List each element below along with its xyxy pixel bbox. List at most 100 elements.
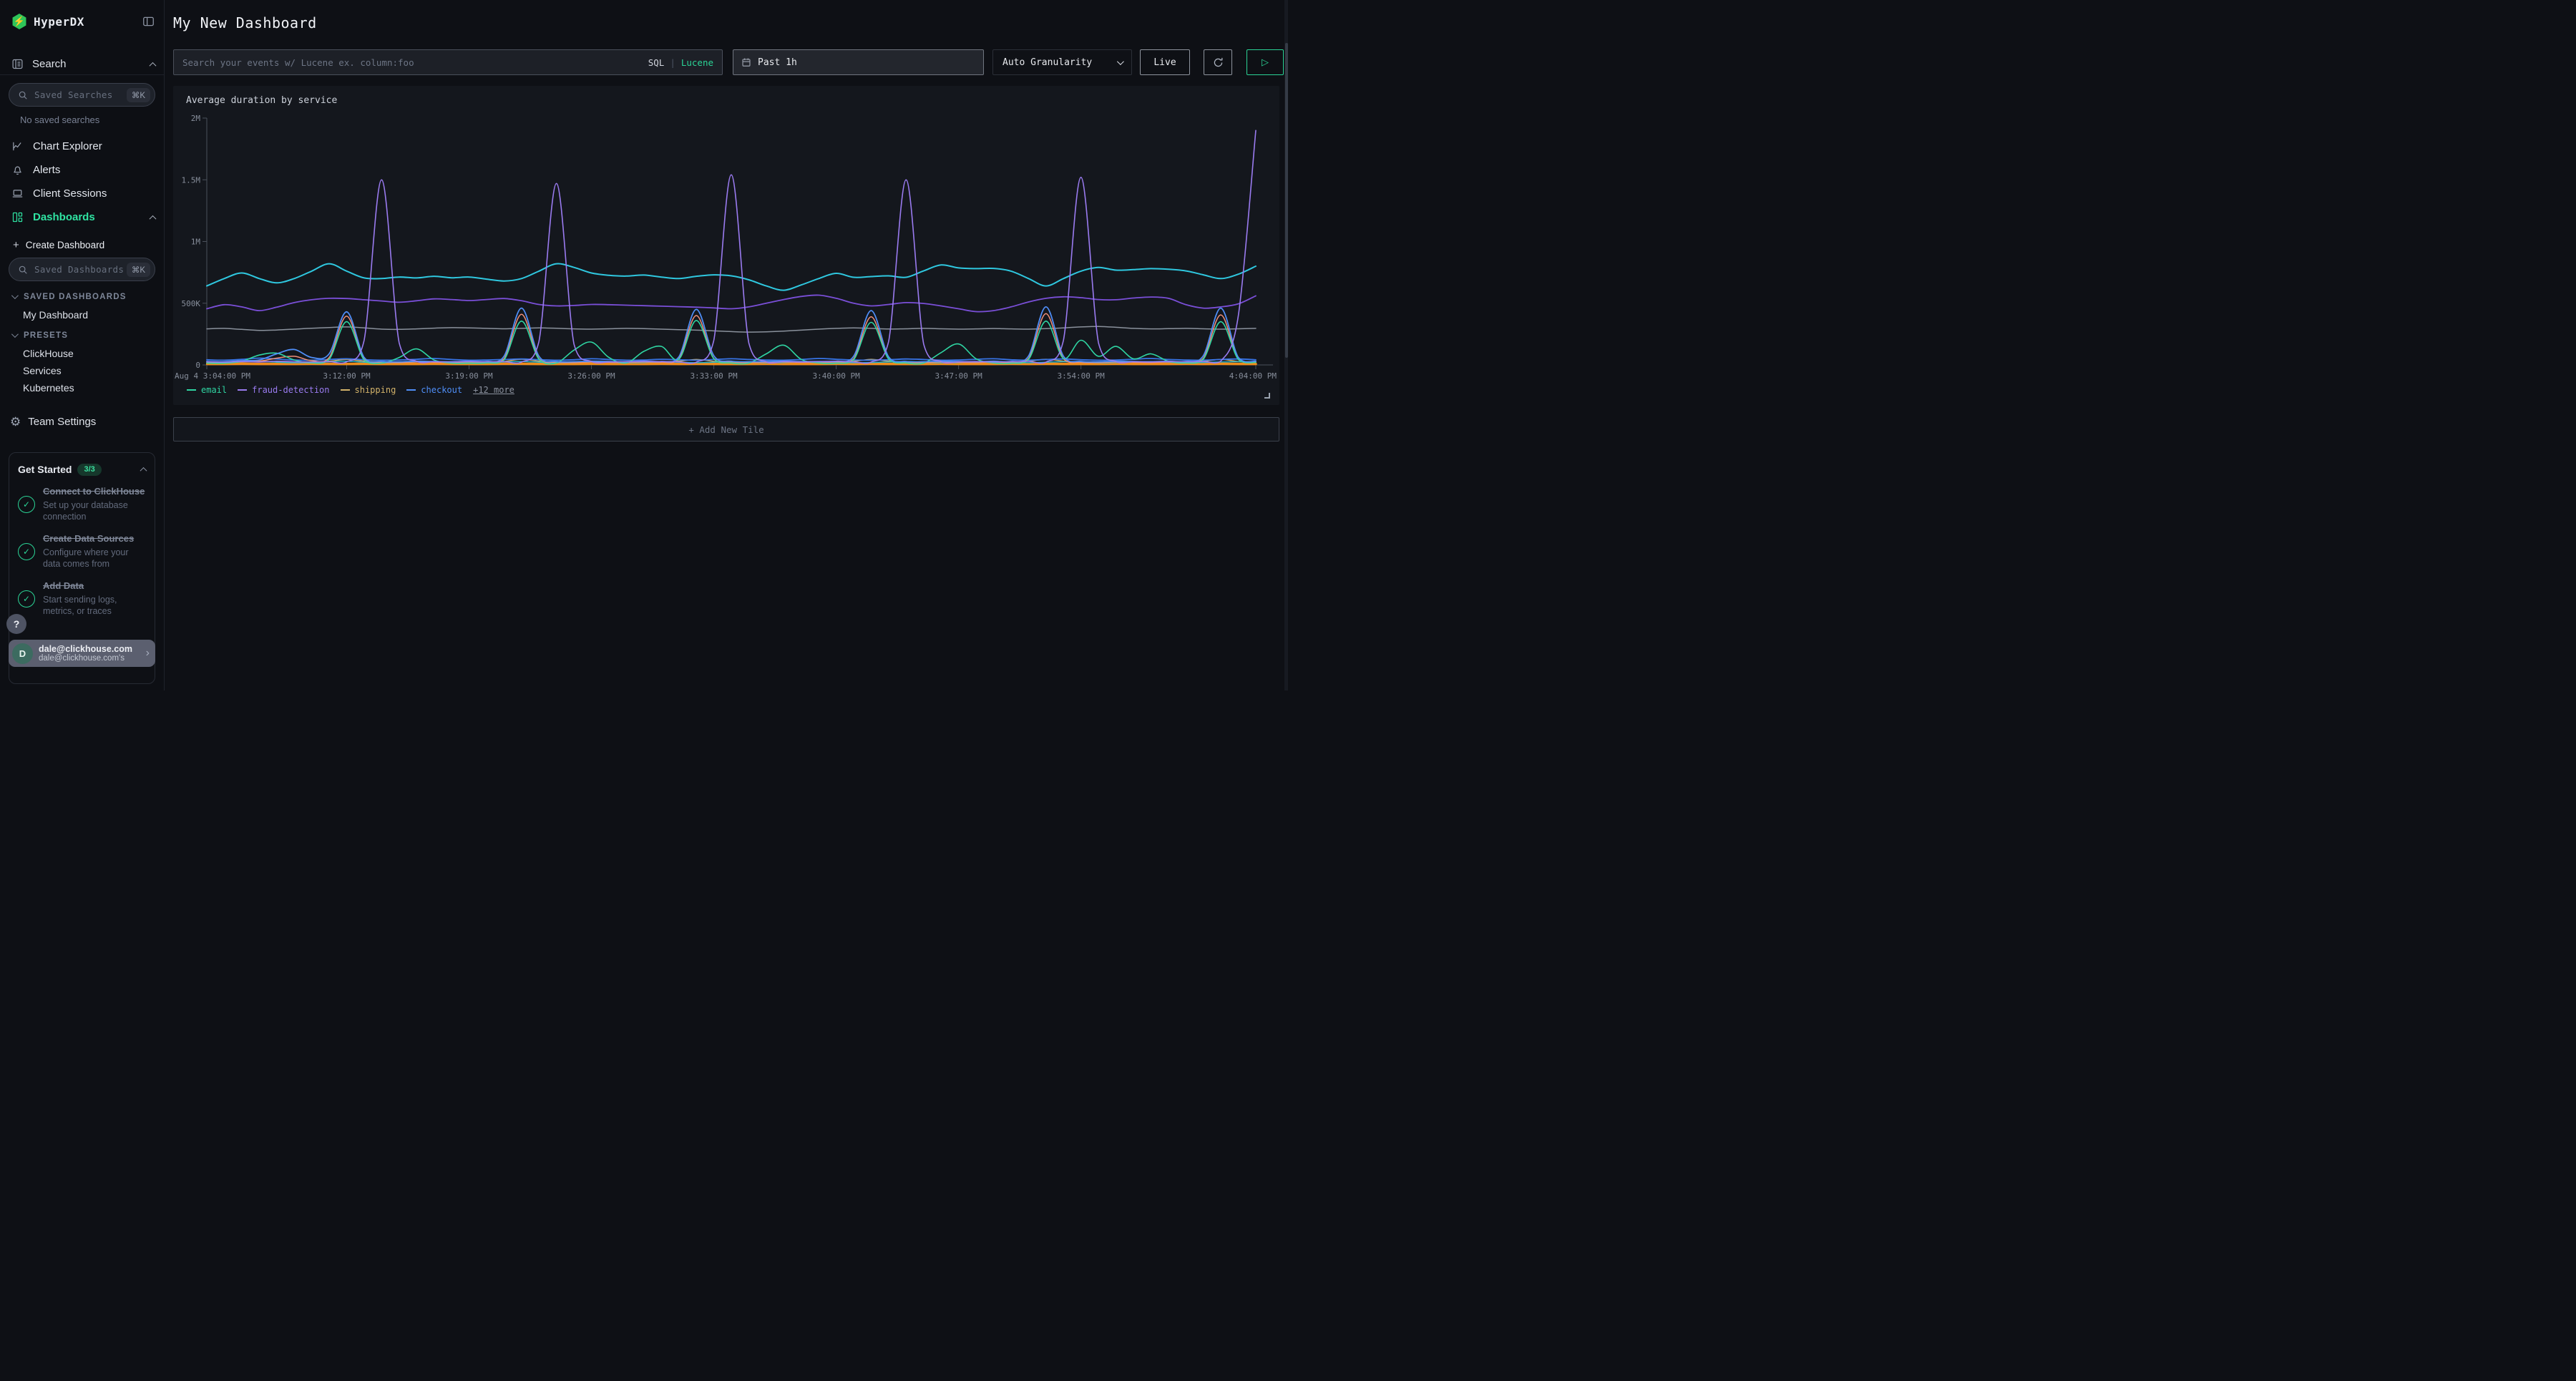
preset-kubernetes[interactable]: Kubernetes <box>23 382 74 394</box>
shortcut-badge: ⌘K <box>126 87 150 102</box>
plus-icon: + <box>13 238 19 251</box>
tile-resize-handle[interactable] <box>1264 393 1270 399</box>
sidebar-item-client-sessions[interactable]: Client Sessions <box>0 182 164 205</box>
dashboard-controls: Search your events w/ Lucene ex. column:… <box>173 49 1284 75</box>
get-started-header[interactable]: Get Started 3/3 <box>18 463 147 476</box>
svg-text:3:40:00 PM: 3:40:00 PM <box>812 371 860 381</box>
hyperdx-logo-icon: ⚡ <box>12 14 26 29</box>
get-started-item-title: Connect to ClickHouse <box>43 486 145 497</box>
query-language-toggle: SQL | Lucene <box>648 57 713 68</box>
run-query-button[interactable]: ▷ <box>1246 49 1284 75</box>
get-started-item-title: Add Data <box>43 580 84 591</box>
svg-text:1.5M: 1.5M <box>182 175 201 185</box>
chevron-up-icon[interactable] <box>149 58 157 70</box>
avatar: D <box>12 643 33 664</box>
legend-item-shipping[interactable]: shipping <box>340 385 396 395</box>
check-circle-icon: ✓ <box>18 495 35 513</box>
sidebar-item-alerts[interactable]: Alerts <box>0 158 164 182</box>
lucene-toggle[interactable]: Lucene <box>680 57 713 68</box>
legend-item-fraud-detection[interactable]: fraud-detection <box>238 385 330 395</box>
user-menu[interactable]: D dale@clickhouse.com dale@clickhouse.co… <box>9 640 155 667</box>
search-icon <box>18 265 28 275</box>
legend-more-link[interactable]: +12 more <box>473 385 514 395</box>
user-subtext: dale@clickhouse.com's <box>39 654 125 663</box>
nav-label: Client Sessions <box>33 187 107 200</box>
saved-searches-placeholder: Saved Searches <box>34 89 113 100</box>
time-range-picker[interactable]: Past 1h <box>733 49 984 75</box>
sidebar-nav: Chart Explorer Alerts Client Sessions Dashb… <box>0 135 164 229</box>
search-icon <box>18 90 28 100</box>
sidebar: ⚡ HyperDX Search Saved Searches ⌘K No sa… <box>0 0 165 690</box>
nav-label: Alerts <box>33 164 61 176</box>
saved-searches-input[interactable]: Saved Searches ⌘K <box>9 83 155 107</box>
svg-text:0: 0 <box>195 361 200 370</box>
svg-text:4:04:00 PM: 4:04:00 PM <box>1229 371 1277 381</box>
main-content: My New Dashboard Search your events w/ L… <box>165 0 1288 690</box>
svg-text:2M: 2M <box>191 114 201 123</box>
svg-text:3:54:00 PM: 3:54:00 PM <box>1058 371 1106 381</box>
calendar-icon <box>741 57 751 67</box>
gear-icon: ⚙ <box>10 414 21 429</box>
scrollbar-thumb[interactable] <box>1284 43 1288 358</box>
refresh-icon <box>1214 57 1222 67</box>
legend-item-email[interactable]: email <box>187 385 227 395</box>
create-dashboard-button[interactable]: + Create Dashboard <box>0 236 164 253</box>
legend-label: shipping <box>354 385 396 395</box>
divider <box>0 74 164 75</box>
help-button[interactable]: ? <box>6 614 26 634</box>
no-saved-searches-text: No saved searches <box>20 114 100 125</box>
saved-dashboards-input[interactable]: Saved Dashboards ⌘K <box>9 258 155 281</box>
sidebar-item-chart-explorer[interactable]: Chart Explorer <box>0 135 164 158</box>
sql-toggle[interactable]: SQL <box>648 57 665 68</box>
get-started-item[interactable]: ✓ Create Data Sources Configure where your… <box>18 533 146 570</box>
chevron-right-icon: › <box>145 647 150 659</box>
preset-clickhouse[interactable]: ClickHouse <box>23 348 74 359</box>
svg-text:3:19:00 PM: 3:19:00 PM <box>445 371 493 381</box>
sidebar-item-dashboards[interactable]: Dashboards <box>0 205 164 229</box>
chevron-up-icon[interactable] <box>140 463 147 476</box>
event-search-input[interactable]: Search your events w/ Lucene ex. column:… <box>173 49 723 75</box>
svg-text:Aug 4 3:04:00 PM: Aug 4 3:04:00 PM <box>175 371 250 381</box>
get-started-item-desc: Start sending logs, metrics, or traces <box>43 594 117 617</box>
get-started-item[interactable]: ✓ Connect to ClickHouse Set up your databa… <box>18 486 146 523</box>
page-title: My New Dashboard <box>173 14 317 31</box>
team-settings-item[interactable]: ⚙ Team Settings <box>0 412 164 431</box>
check-circle-icon: ✓ <box>18 542 35 560</box>
sidebar-section-search[interactable]: Search <box>11 54 157 73</box>
scrollbar[interactable] <box>1284 0 1288 690</box>
refresh-button[interactable] <box>1204 49 1232 75</box>
saved-dashboards-placeholder: Saved Dashboards <box>34 264 125 275</box>
get-started-progress-badge: 3/3 <box>77 463 102 476</box>
get-started-item-title: Create Data Sources <box>43 532 135 544</box>
bell-icon <box>11 164 24 176</box>
chart-tile: Average duration by service 0 500K 1M 1.5M 2… <box>173 86 1279 405</box>
create-dashboard-label: Create Dashboard <box>25 239 105 250</box>
add-new-tile-button[interactable]: + Add New Tile <box>173 417 1279 441</box>
saved-dashboard-my-dashboard[interactable]: My Dashboard <box>23 309 89 321</box>
chevron-down-icon <box>1116 56 1124 69</box>
play-icon: ▷ <box>1262 57 1269 67</box>
layout-grid-icon <box>11 211 24 223</box>
legend-item-checkout[interactable]: checkout <box>406 385 462 395</box>
saved-dashboards-header-label: SAVED DASHBOARDS <box>24 293 127 301</box>
toggle-separator: | <box>670 57 675 68</box>
search-section-label: Search <box>32 57 67 70</box>
saved-dashboards-header[interactable]: SAVED DASHBOARDS <box>11 291 155 303</box>
preset-services[interactable]: Services <box>23 365 62 376</box>
get-started-items: ✓ Connect to ClickHouse Set up your databa… <box>18 486 146 618</box>
svg-text:1M: 1M <box>191 238 201 247</box>
user-meta: dale@clickhouse.com dale@clickhouse.com'… <box>39 644 146 663</box>
logo-row: ⚡ HyperDX <box>11 11 155 31</box>
team-settings-label: Team Settings <box>28 415 97 428</box>
collapse-sidebar-icon[interactable] <box>142 15 155 28</box>
check-circle-icon: ✓ <box>18 590 35 607</box>
legend-swatch <box>406 389 416 391</box>
chevron-down-icon <box>11 331 19 340</box>
presets-header[interactable]: PRESETS <box>11 329 155 342</box>
get-started-item-desc: Set up your database connection <box>43 499 128 522</box>
get-started-item[interactable]: ✓ Add Data Start sending logs, metrics, or… <box>18 580 146 618</box>
live-button[interactable]: Live <box>1140 49 1190 75</box>
chart-title: Average duration by service <box>186 95 338 106</box>
nav-label: Chart Explorer <box>33 140 102 152</box>
granularity-select[interactable]: Auto Granularity <box>992 49 1132 75</box>
